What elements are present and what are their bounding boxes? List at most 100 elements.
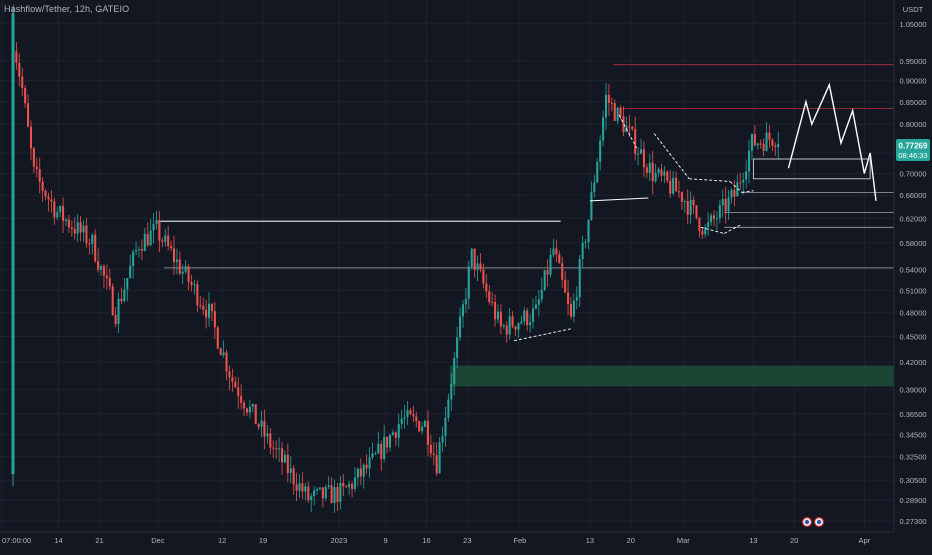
time-tick-label: 14 [55, 536, 63, 545]
candle [181, 264, 184, 284]
price-tick-label: 0.66000 [899, 191, 926, 200]
range-box[interactable] [752, 158, 871, 180]
candle [459, 307, 462, 342]
candle [178, 251, 181, 276]
time-tick-label: 07:00:00 [2, 536, 31, 545]
candle [208, 292, 211, 327]
demand-zone[interactable] [449, 365, 894, 387]
price-tick-label: 0.85000 [899, 98, 926, 107]
price-tick-label: 1.05000 [899, 20, 926, 29]
candle [135, 241, 138, 256]
time-tick-label: Feb [513, 536, 526, 545]
candle [499, 304, 502, 335]
candle [739, 172, 742, 190]
candle [628, 114, 631, 137]
candle [152, 213, 155, 244]
trendline[interactable] [618, 114, 638, 149]
candle [59, 205, 62, 217]
candle [330, 477, 333, 504]
candle [549, 247, 552, 278]
trendline[interactable] [700, 226, 725, 234]
candle [581, 235, 584, 268]
candle [429, 435, 432, 458]
time-tick-label: 13 [749, 536, 757, 545]
candle [365, 454, 368, 474]
price-tick-label: 0.62000 [899, 214, 926, 223]
candle [640, 139, 643, 154]
candle [362, 463, 365, 489]
candle [94, 229, 97, 264]
trendline[interactable] [724, 223, 742, 234]
projection-path[interactable] [787, 82, 877, 201]
time-tick-label: 9 [384, 536, 388, 545]
candle [301, 472, 304, 499]
price-tick-label: 0.80000 [899, 120, 926, 129]
candle [79, 215, 82, 242]
candle [187, 264, 190, 291]
candle [476, 255, 479, 282]
candle [765, 122, 768, 152]
time-tick-label: 21 [95, 536, 103, 545]
candle [251, 403, 254, 413]
trendline[interactable] [689, 178, 731, 182]
candle [117, 292, 120, 333]
candle [540, 277, 543, 304]
candle [304, 482, 307, 501]
trendline[interactable] [653, 133, 690, 180]
price-axis-bg[interactable] [894, 0, 932, 550]
candle [677, 180, 680, 198]
candle [327, 476, 330, 490]
candle [108, 268, 111, 290]
last-price-label: 0.77269 08:46:33 [896, 139, 930, 161]
candle [15, 42, 18, 70]
candle [777, 131, 780, 159]
candle [415, 411, 418, 428]
candle [756, 142, 759, 150]
candle [424, 419, 427, 428]
candle [426, 410, 429, 457]
last-price-badge [896, 139, 930, 161]
event-markers [801, 516, 825, 528]
candle [85, 218, 88, 248]
candle [205, 299, 208, 329]
candle [712, 210, 716, 227]
candle [613, 99, 616, 122]
candle [88, 238, 91, 255]
price-tick-label: 0.90000 [899, 77, 926, 86]
candle [406, 401, 409, 425]
candle [602, 110, 605, 147]
candle [482, 263, 485, 289]
trendline[interactable] [513, 328, 573, 342]
candle [353, 467, 356, 493]
candle [517, 322, 520, 338]
candle [441, 426, 444, 453]
candle [698, 217, 701, 238]
candle [584, 238, 587, 249]
candle [514, 325, 517, 336]
candle [400, 409, 403, 430]
candle [283, 450, 286, 464]
candle [403, 404, 406, 429]
bar-countdown: 08:46:33 [898, 151, 927, 160]
candle [289, 456, 292, 484]
candle [316, 487, 319, 495]
candle [397, 413, 400, 448]
candle [228, 365, 231, 391]
candle [768, 125, 771, 148]
price-tick-label: 0.51000 [899, 286, 926, 295]
symbol-title[interactable]: Hashflow/Tether, 12h, GATEIO [4, 4, 130, 14]
candle [348, 481, 351, 495]
time-axis-bg[interactable] [0, 532, 932, 550]
trendline[interactable] [729, 181, 743, 193]
trendline[interactable] [741, 190, 754, 193]
price-tick-label: 0.34500 [899, 431, 926, 440]
candle [53, 197, 56, 225]
candle [558, 250, 561, 264]
candle [657, 167, 660, 178]
drawings-layer [513, 82, 877, 342]
trendline[interactable] [589, 197, 649, 202]
candle [269, 428, 272, 455]
